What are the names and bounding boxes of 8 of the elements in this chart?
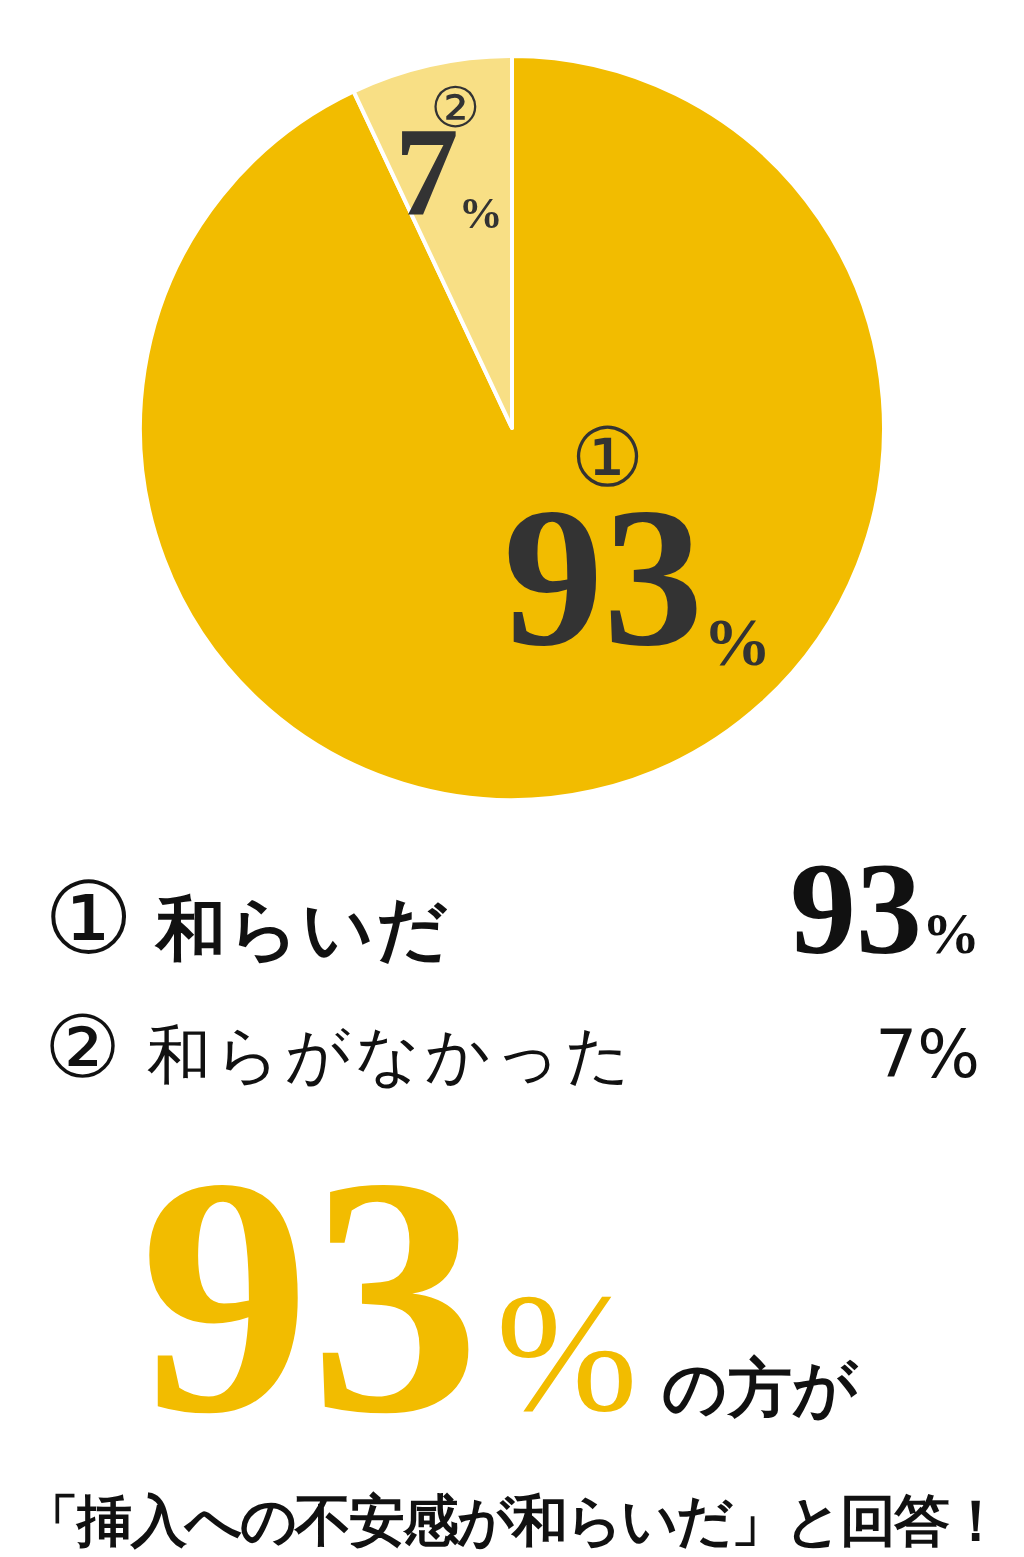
text: 和らいだ	[155, 887, 450, 972]
text: 「挿入への不安感が和らいだ」と回答！	[22, 1488, 1002, 1553]
text: 7%	[875, 1016, 980, 1093]
text: 和らがなかった	[147, 1017, 636, 1094]
category-label: ②	[44, 997, 122, 1097]
slice-label: ①	[44, 860, 134, 977]
text: 93%の方が	[140, 1107, 858, 1485]
text: 93%	[790, 835, 980, 982]
